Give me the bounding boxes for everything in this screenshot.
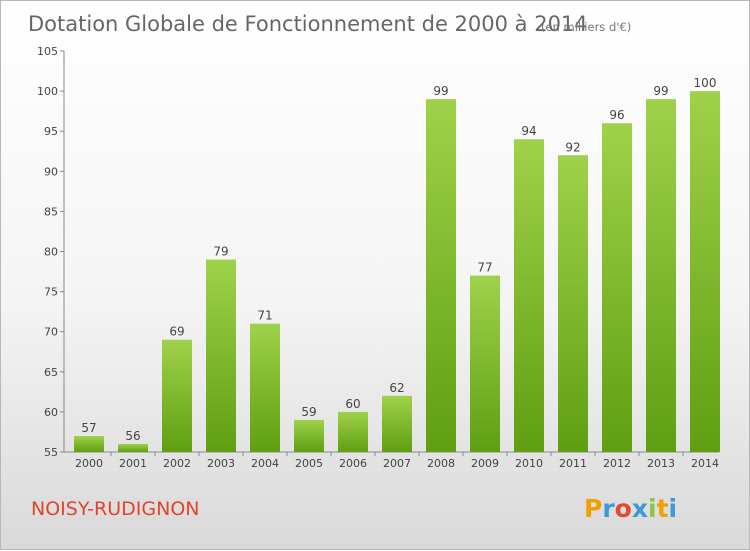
bar bbox=[690, 91, 720, 452]
data-label: 56 bbox=[125, 429, 140, 443]
x-tick-label: 2004 bbox=[251, 457, 279, 470]
x-tick-label: 2005 bbox=[295, 457, 323, 470]
bar bbox=[514, 139, 544, 452]
y-tick-label: 55 bbox=[44, 446, 58, 459]
data-label: 100 bbox=[694, 76, 717, 90]
bar bbox=[206, 259, 236, 452]
bar bbox=[602, 123, 632, 453]
bar bbox=[470, 275, 500, 452]
x-tick-label: 2002 bbox=[163, 457, 191, 470]
x-tick-label: 2008 bbox=[427, 457, 455, 470]
x-tick-label: 2001 bbox=[119, 457, 147, 470]
bar bbox=[74, 435, 104, 452]
y-tick-label: 80 bbox=[44, 246, 58, 259]
commune-name: NOISY-RUDIGNON bbox=[31, 498, 200, 520]
y-tick-label: 90 bbox=[44, 165, 58, 178]
x-tick-label: 2006 bbox=[339, 457, 367, 470]
data-label: 62 bbox=[389, 381, 404, 395]
y-tick-label: 100 bbox=[37, 85, 58, 98]
bar bbox=[118, 443, 148, 452]
x-tick-label: 2007 bbox=[383, 457, 411, 470]
bar bbox=[338, 411, 368, 452]
data-label: 57 bbox=[81, 421, 96, 435]
y-tick-label: 85 bbox=[44, 205, 58, 218]
bars bbox=[74, 91, 720, 453]
logo-letter: r bbox=[602, 494, 615, 523]
bar bbox=[162, 339, 192, 452]
data-label: 92 bbox=[565, 140, 580, 154]
data-label: 59 bbox=[301, 405, 316, 419]
logo-letter: P bbox=[584, 494, 602, 523]
bar bbox=[646, 99, 676, 453]
data-label: 96 bbox=[609, 108, 624, 122]
data-labels: 57 56 69 79 71 59 60 62 99 77 94 92 96 99 100 bbox=[81, 76, 716, 443]
y-tick-label: 105 bbox=[37, 45, 58, 58]
bar bbox=[426, 99, 456, 453]
data-label: 71 bbox=[257, 309, 272, 323]
logo-letter: i bbox=[669, 494, 678, 523]
x-tick-label: 2013 bbox=[647, 457, 675, 470]
bar bbox=[558, 155, 588, 452]
bar bbox=[382, 395, 412, 452]
x-tick-label: 2014 bbox=[691, 457, 719, 470]
x-tick-label: 2009 bbox=[471, 457, 499, 470]
data-label: 69 bbox=[169, 325, 184, 339]
logo-letter: x bbox=[632, 494, 648, 523]
logo-letter: t bbox=[657, 494, 669, 523]
data-label: 79 bbox=[213, 245, 228, 259]
logo-letter: o bbox=[615, 494, 632, 523]
x-tick-label: 2011 bbox=[559, 457, 587, 470]
x-tick-label: 2010 bbox=[515, 457, 543, 470]
logo-letter: i bbox=[648, 494, 657, 523]
x-tick-label: 2012 bbox=[603, 457, 631, 470]
data-label: 77 bbox=[477, 261, 492, 275]
x-tick-label: 2000 bbox=[75, 457, 103, 470]
y-tick-label: 95 bbox=[44, 125, 58, 138]
chart-subtitle: (en milliers d'€) bbox=[541, 20, 631, 34]
bar bbox=[250, 323, 280, 452]
y-tick-label: 60 bbox=[44, 406, 58, 419]
axes: 55 60 65 70 75 80 85 90 95 100 105 2000 2001 2002 2003… bbox=[37, 45, 719, 470]
y-tick-label: 70 bbox=[44, 326, 58, 339]
proxiti-logo: Proxiti bbox=[584, 494, 677, 523]
data-label: 99 bbox=[653, 84, 668, 98]
y-tick-label: 75 bbox=[44, 286, 58, 299]
x-tick-label: 2003 bbox=[207, 457, 235, 470]
data-label: 60 bbox=[345, 397, 360, 411]
chart-title: Dotation Globale de Fonctionnement de 20… bbox=[28, 12, 588, 36]
data-label: 94 bbox=[521, 124, 536, 138]
data-label: 99 bbox=[433, 84, 448, 98]
bar bbox=[294, 419, 324, 452]
y-tick-label: 65 bbox=[44, 366, 58, 379]
